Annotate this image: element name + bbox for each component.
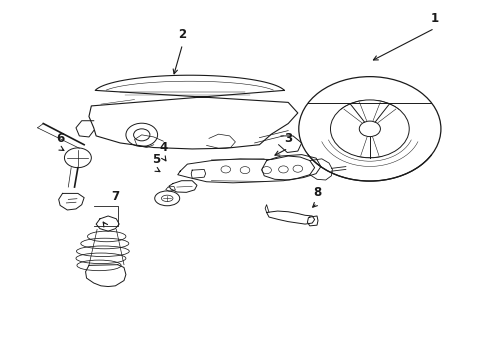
- Text: 1: 1: [431, 12, 439, 25]
- Text: 6: 6: [56, 132, 64, 145]
- Text: 2: 2: [178, 28, 187, 41]
- Text: 7: 7: [111, 190, 120, 203]
- Text: 5: 5: [152, 153, 160, 166]
- Text: 8: 8: [313, 186, 321, 199]
- Text: 3: 3: [284, 132, 292, 145]
- Text: 4: 4: [159, 140, 168, 154]
